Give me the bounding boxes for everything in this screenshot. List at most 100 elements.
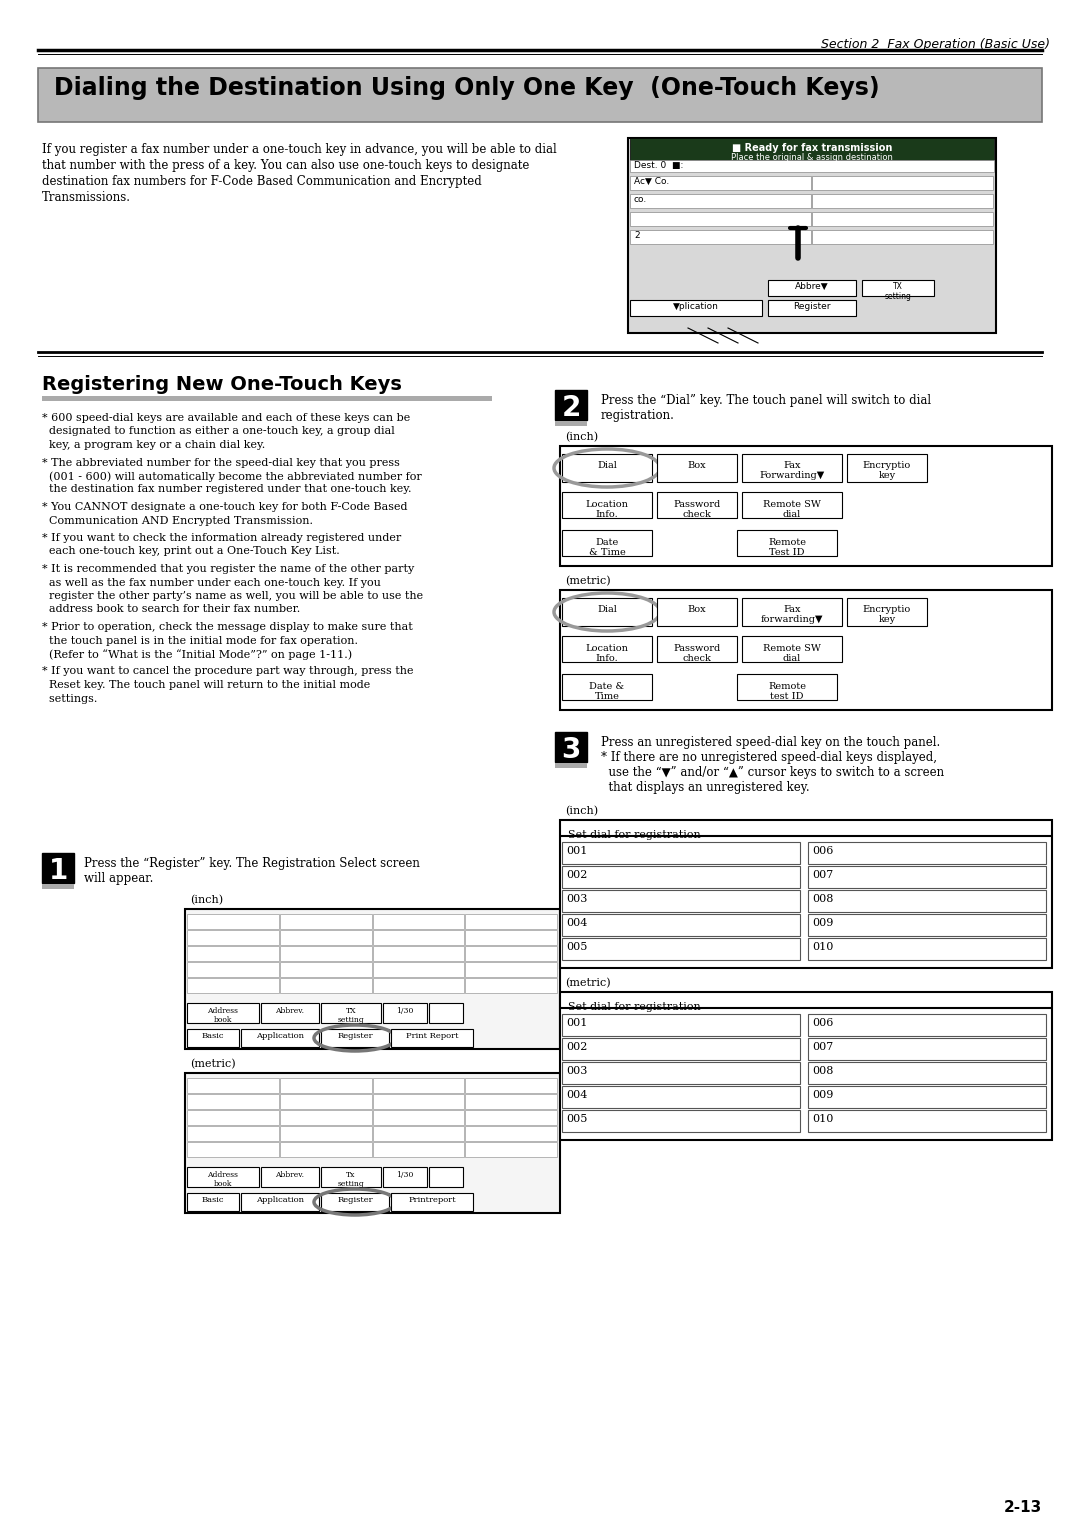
Bar — [465, 1126, 557, 1141]
Text: 2: 2 — [634, 231, 639, 240]
Text: Register: Register — [337, 1196, 373, 1204]
Text: Date
& Time: Date & Time — [589, 538, 625, 558]
Text: Dialing the Destination Using Only One Key  (One-Touch Keys): Dialing the Destination Using Only One K… — [54, 76, 879, 99]
Bar — [768, 280, 856, 296]
Bar — [465, 931, 557, 944]
Text: * It is recommended that you register the name of the other party: * It is recommended that you register th… — [42, 564, 415, 575]
Text: (inch): (inch) — [565, 805, 598, 816]
Bar — [562, 530, 652, 556]
Bar — [657, 454, 737, 481]
Bar — [562, 492, 652, 518]
Text: Registering New One-Touch Keys: Registering New One-Touch Keys — [42, 374, 402, 394]
Bar — [465, 1094, 557, 1109]
Text: Reset key. The touch panel will return to the initial mode: Reset key. The touch panel will return t… — [42, 680, 370, 691]
Bar — [280, 1126, 372, 1141]
Text: 2: 2 — [562, 394, 581, 422]
Bar — [321, 1028, 389, 1047]
Text: * The abbreviated number for the speed-dial key that you press: * The abbreviated number for the speed-d… — [42, 457, 400, 468]
Bar — [555, 762, 588, 769]
Bar — [768, 299, 856, 316]
Bar — [561, 590, 1052, 711]
Bar — [187, 1141, 279, 1157]
Text: (metric): (metric) — [565, 576, 610, 587]
Text: Location
Info.: Location Info. — [585, 500, 629, 520]
Bar — [187, 946, 279, 961]
Bar — [187, 1126, 279, 1141]
Text: 010: 010 — [812, 941, 834, 952]
Bar — [465, 978, 557, 993]
Bar — [630, 212, 811, 226]
Text: * Prior to operation, check the message display to make sure that: * Prior to operation, check the message … — [42, 622, 413, 633]
Bar — [391, 1193, 473, 1212]
Text: each one-touch key, print out a One-Touch Key List.: each one-touch key, print out a One-Touc… — [42, 547, 340, 556]
Bar — [373, 1094, 464, 1109]
Bar — [555, 390, 588, 420]
Bar — [261, 1002, 319, 1024]
Bar — [185, 1073, 561, 1213]
Text: If you register a fax number under a one-touch key in advance, you will be able : If you register a fax number under a one… — [42, 144, 557, 156]
Text: Encryptio
key: Encryptio key — [863, 461, 912, 480]
Bar — [630, 138, 994, 160]
Bar — [808, 866, 1047, 888]
Text: Password
check: Password check — [673, 500, 720, 520]
Text: address book to search for their fax number.: address book to search for their fax num… — [42, 605, 300, 614]
Text: destination fax numbers for F-Code Based Communication and Encrypted: destination fax numbers for F-Code Based… — [42, 176, 482, 188]
Text: Set dial for registration: Set dial for registration — [568, 1002, 701, 1012]
Text: the destination fax number registered under that one-touch key.: the destination fax number registered un… — [42, 484, 411, 495]
Bar — [373, 1126, 464, 1141]
Text: 002: 002 — [566, 869, 588, 880]
Bar — [187, 914, 279, 929]
Bar — [42, 853, 75, 883]
Text: Dial: Dial — [597, 461, 617, 471]
Text: (001 - 600) will automatically become the abbreviated number for: (001 - 600) will automatically become th… — [42, 471, 422, 481]
Bar — [561, 992, 1052, 1140]
Bar — [562, 674, 652, 700]
Text: Tx
setting: Tx setting — [338, 1170, 364, 1189]
Bar — [321, 1167, 381, 1187]
Text: registration.: registration. — [600, 410, 675, 422]
Bar — [373, 978, 464, 993]
Text: Application: Application — [256, 1031, 303, 1041]
Text: Address
book: Address book — [207, 1170, 239, 1189]
Bar — [812, 231, 993, 244]
Text: Dial: Dial — [597, 605, 617, 614]
Bar — [562, 914, 800, 937]
Bar — [562, 1109, 800, 1132]
Bar — [391, 1028, 473, 1047]
Text: Date &
Time: Date & Time — [590, 681, 624, 701]
Bar — [280, 931, 372, 944]
Text: Place the original & assign destination: Place the original & assign destination — [731, 153, 893, 162]
Bar — [465, 1077, 557, 1093]
Bar — [562, 1086, 800, 1108]
Text: 001: 001 — [566, 1018, 588, 1028]
Bar — [562, 636, 652, 662]
Bar — [187, 1028, 239, 1047]
Bar — [630, 176, 811, 189]
Text: Print Report: Print Report — [406, 1031, 458, 1041]
Text: (inch): (inch) — [190, 895, 224, 905]
Text: 006: 006 — [812, 1018, 834, 1028]
Bar — [241, 1028, 319, 1047]
Bar — [847, 454, 927, 481]
Text: will appear.: will appear. — [84, 872, 153, 885]
Text: 008: 008 — [812, 894, 834, 905]
Text: Box: Box — [688, 605, 706, 614]
Bar — [742, 454, 842, 481]
Bar — [742, 597, 842, 626]
Text: 009: 009 — [812, 918, 834, 927]
Bar — [187, 1094, 279, 1109]
Bar — [261, 1167, 319, 1187]
Bar — [808, 1062, 1047, 1083]
Bar — [562, 1015, 800, 1036]
Bar — [737, 674, 837, 700]
Bar — [465, 963, 557, 976]
Bar — [808, 938, 1047, 960]
Text: 005: 005 — [566, 941, 588, 952]
Bar — [373, 946, 464, 961]
Text: Application: Application — [256, 1196, 303, 1204]
Bar — [187, 1077, 279, 1093]
Text: Fax
Forwarding▼: Fax Forwarding▼ — [759, 461, 825, 480]
Bar — [465, 946, 557, 961]
Text: 007: 007 — [812, 869, 834, 880]
Bar — [42, 396, 492, 400]
